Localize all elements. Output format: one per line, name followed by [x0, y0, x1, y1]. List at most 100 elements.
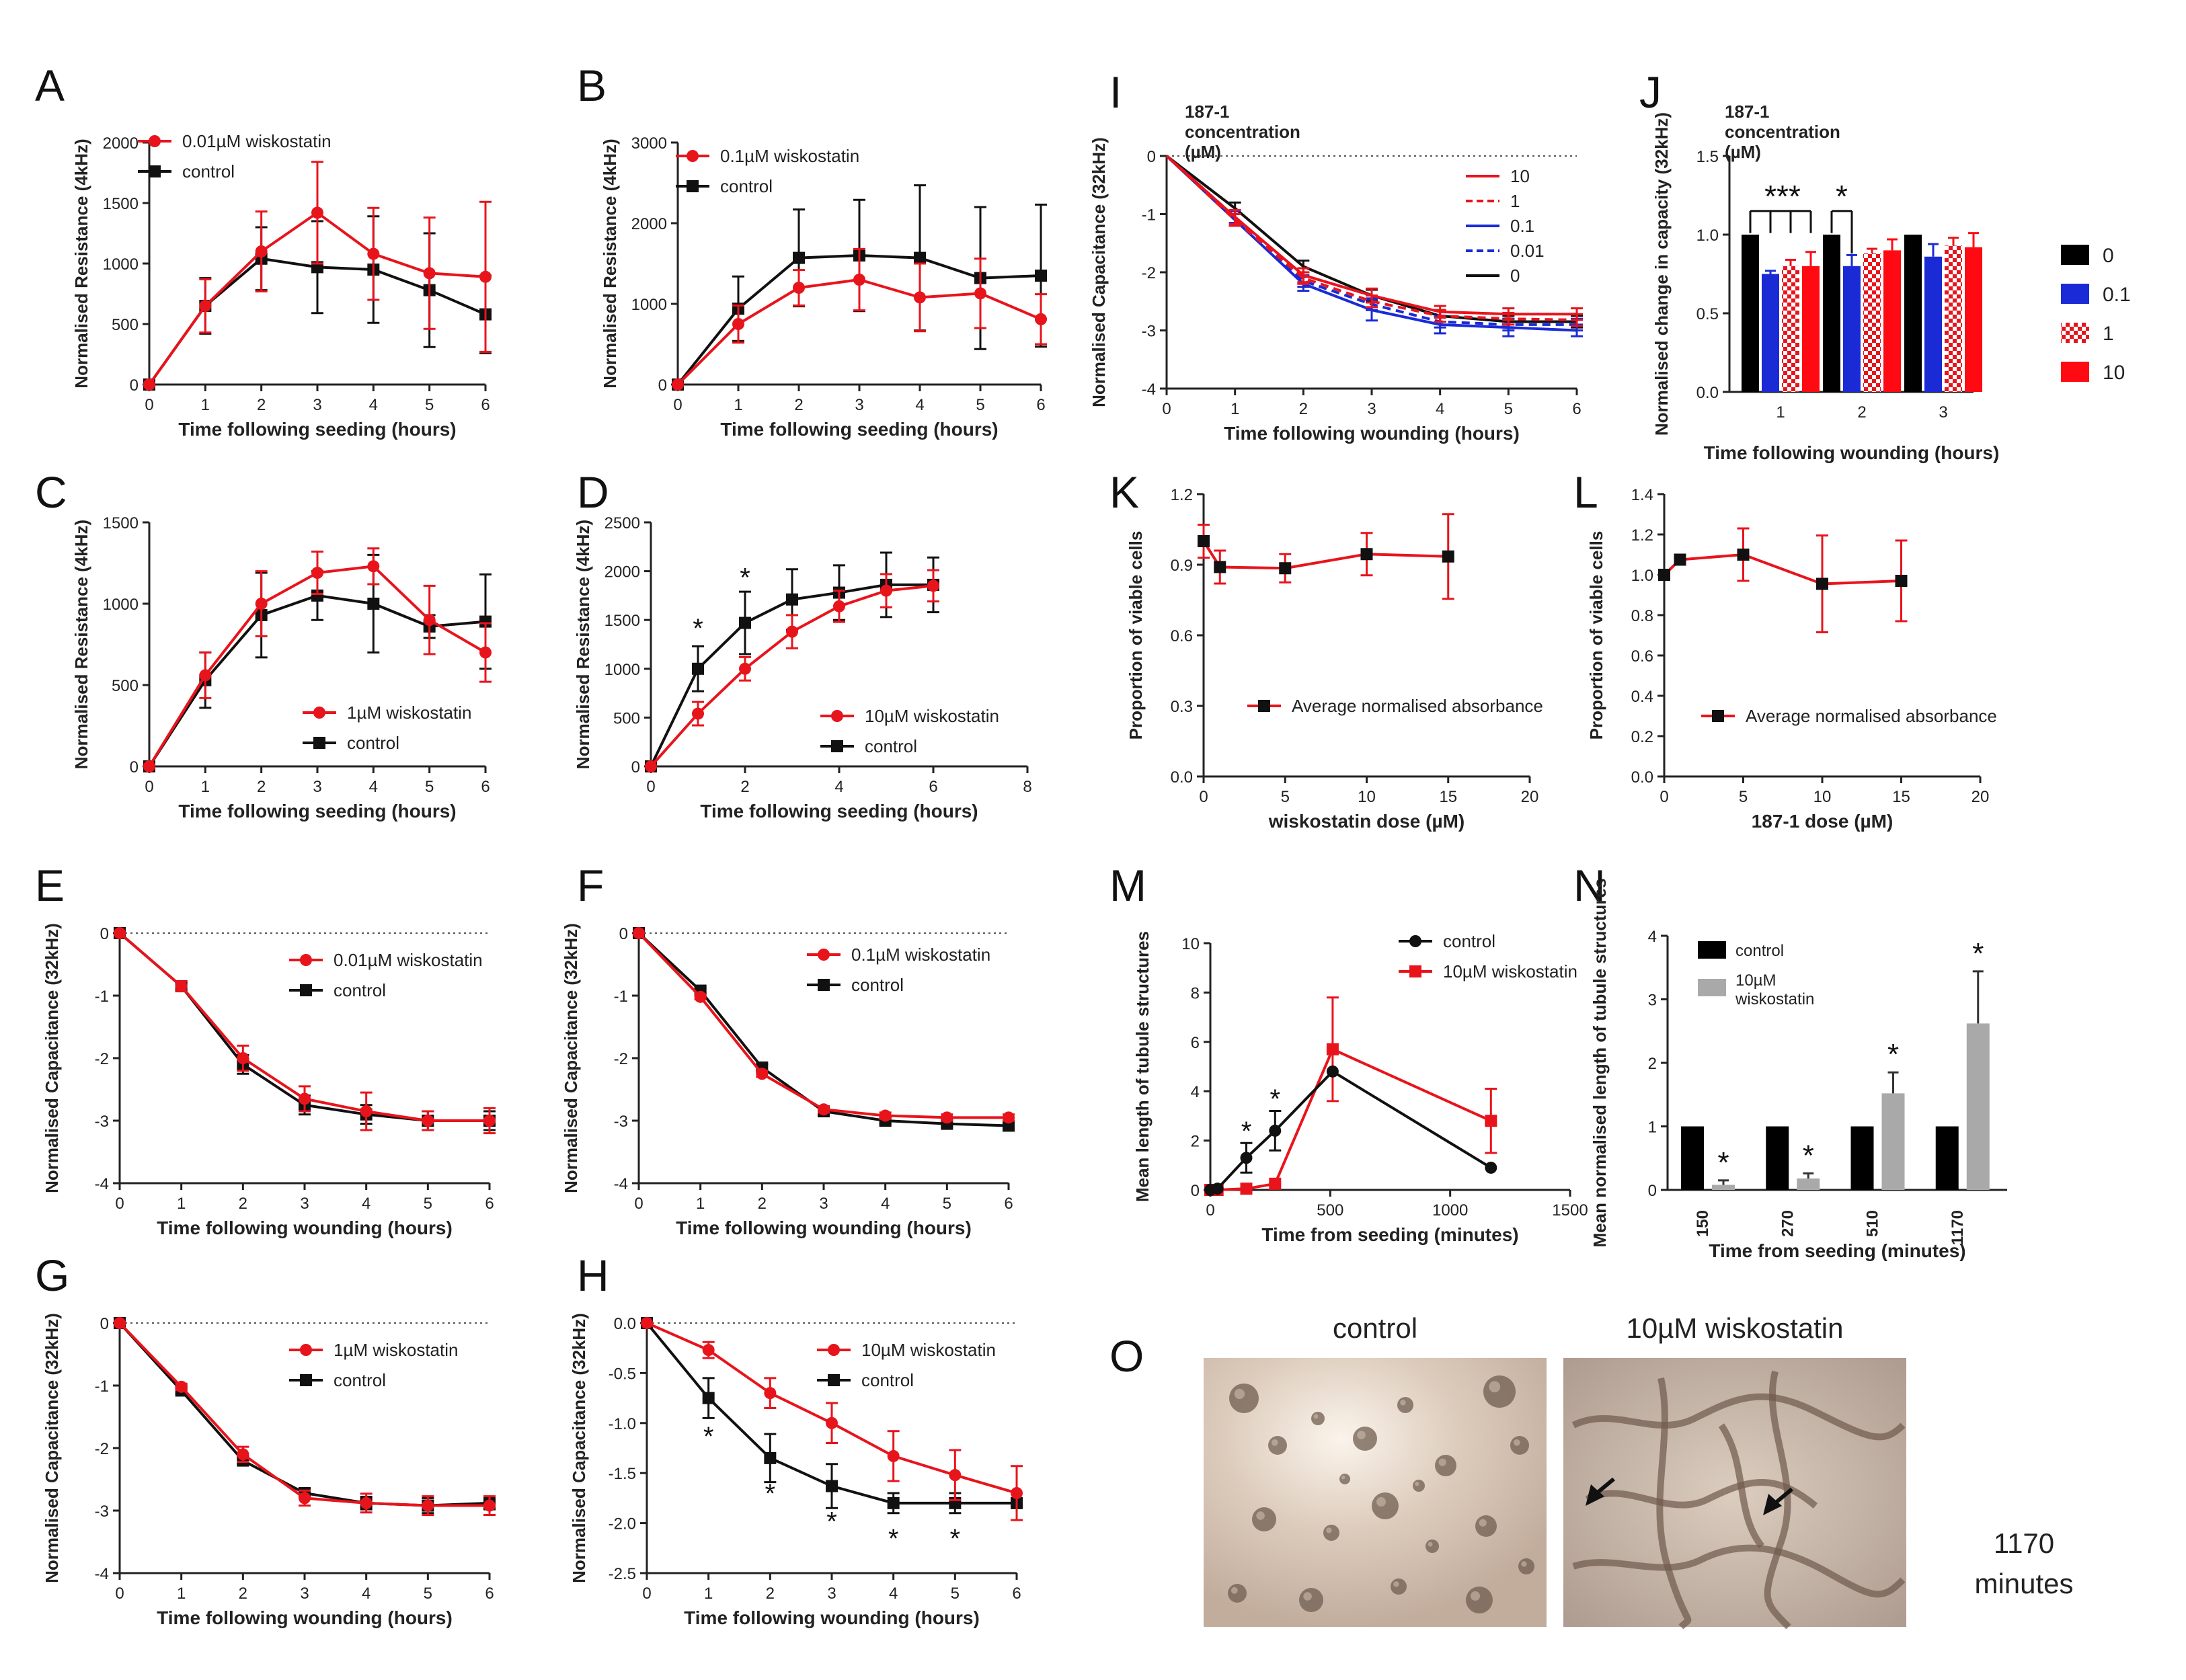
x-tick-label: 5 [976, 396, 984, 414]
data-point [299, 1092, 311, 1105]
tubule-structure [1656, 1377, 1692, 1630]
y-tick-label: 0.2 [1631, 728, 1653, 746]
data-point [692, 662, 704, 675]
legend-label: 0.01µM wiskostatin [334, 950, 483, 970]
x-tick-label: 1170 [1949, 1210, 1967, 1245]
legend-title: 187-1 [1185, 102, 1230, 122]
legend: Average normalised absorbance [1247, 696, 1543, 716]
x-axis-label: Time following wounding (hours) [684, 1607, 980, 1628]
panel-letter: F [577, 861, 604, 910]
legend: 1µM wiskostatin control [303, 703, 471, 753]
legend-label: Average normalised absorbance [1746, 706, 1997, 726]
x-tick-label: 0 [673, 396, 682, 414]
x-tick-label: 5 [425, 396, 434, 414]
legend-swatch [1698, 979, 1726, 996]
significance-star: * [693, 614, 703, 643]
legend-label: control [851, 975, 904, 995]
panel-letter: H [577, 1250, 609, 1300]
axes: -4 -3 -2 -1 0 0 1 2 3 4 5 6 Time following wounding … [561, 923, 1013, 1238]
x-tick-label: 3 [819, 1195, 828, 1213]
legend-swatch [2061, 323, 2089, 343]
x-tick-label: 1 [201, 396, 210, 414]
legend: Average normalised absorbance [1701, 706, 1997, 726]
data-point [949, 1469, 962, 1482]
cell-cluster [1397, 1397, 1413, 1413]
legend-marker [687, 180, 699, 192]
x-tick-label: 2 [794, 396, 803, 414]
legend-title: (µM) [1185, 142, 1221, 162]
legend-marker [1409, 965, 1421, 977]
x-tick-label: 0 [1660, 788, 1668, 806]
y-axis-label: Normalised Capacitance (32kHz) [569, 1313, 589, 1583]
data-point [1674, 553, 1686, 566]
y-axis-label: Normalised Resistance (4kHz) [71, 138, 91, 388]
data-point [1198, 535, 1210, 547]
y-tick-label: -1.5 [609, 1465, 636, 1483]
y-tick-label: 0.9 [1171, 557, 1193, 575]
legend-label: 0.1 [1510, 216, 1534, 236]
legend-label: control [865, 736, 917, 756]
y-tick-label: 0.3 [1171, 698, 1193, 716]
data-point [880, 584, 892, 597]
y-tick-label: 0 [1648, 1182, 1657, 1200]
y-tick-label: -2.0 [609, 1515, 636, 1533]
cell-cluster [1518, 1558, 1534, 1574]
y-tick-label: 8 [1191, 984, 1200, 1002]
y-tick-label: -4 [95, 1175, 109, 1193]
y-tick-label: 4 [1648, 928, 1657, 946]
y-tick-label: 1.0 [1631, 567, 1653, 585]
cell-cluster [1311, 1412, 1325, 1425]
cell-cluster [1466, 1587, 1493, 1613]
x-tick-label: 6 [481, 396, 490, 414]
y-tick-label: 2500 [604, 514, 640, 532]
legend-label: 10µM wiskostatin [865, 706, 999, 726]
x-tick-label: 3 [1367, 400, 1376, 418]
y-tick-label: -3 [95, 1503, 109, 1521]
data-point [1011, 1486, 1023, 1499]
x-tick-label: 6 [485, 1585, 494, 1603]
panel-letter: O [1109, 1331, 1144, 1381]
y-axis-label: Proportion of viable cells [1126, 531, 1146, 740]
y-tick-label: 6 [1191, 1034, 1200, 1052]
data-point [927, 579, 939, 592]
bar [1863, 253, 1881, 392]
axes: 0 2 4 6 8 10 0 500 1000 1500 Time from seeding (mi… [1132, 931, 1588, 1245]
data-point [479, 646, 492, 659]
legend-marker [149, 165, 161, 177]
panel-d: D 0 500 1000 1500 2000 2500 0 2 4 6 8 Time following… [573, 467, 1032, 822]
y-axis-label: Normalised change in capacity (32kHz) [1651, 112, 1672, 436]
legend-label: control [1443, 931, 1495, 951]
x-tick-label: 4 [889, 1585, 898, 1603]
data-point [311, 589, 323, 602]
cell-cluster [1299, 1588, 1323, 1612]
bar [1762, 274, 1779, 392]
legend-title: concentration [1185, 122, 1300, 142]
y-tick-label: 1 [1648, 1119, 1657, 1137]
data-point [887, 1496, 900, 1509]
y-axis-label: Normalised Resistance (4kHz) [600, 138, 620, 388]
x-axis-label: Time following seeding (hours) [700, 801, 978, 822]
panel-l: L 0.0 0.2 0.4 0.6 0.8 1.0 1.2 1.4 0 5 10 15 20 187-1 d… [1573, 467, 1997, 832]
y-tick-label: 0.0 [1631, 768, 1653, 787]
data-point [483, 1499, 496, 1512]
significance-star: * [703, 1422, 714, 1451]
y-tick-label: 0 [1147, 148, 1156, 166]
y-tick-label: 0.5 [1696, 305, 1719, 323]
y-tick-label: 2000 [604, 563, 640, 582]
x-tick-label: 4 [369, 778, 378, 796]
data-point [367, 598, 380, 610]
y-tick-label: 1500 [103, 514, 139, 532]
data-point [826, 1416, 838, 1429]
y-tick-label: 0.6 [1631, 647, 1653, 666]
x-axis-label: Time from seeding (minutes) [1709, 1240, 1965, 1261]
data-point [786, 593, 798, 606]
data-point [633, 927, 645, 939]
y-tick-label: 0 [619, 925, 628, 943]
legend-swatch [2061, 284, 2089, 304]
x-tick-label: 1 [1231, 400, 1239, 418]
series-line [1210, 1070, 1492, 1191]
series-0 [1204, 1065, 1497, 1196]
x-tick-label: 6 [929, 778, 937, 796]
data-point [255, 245, 268, 257]
x-tick-label: 3 [855, 396, 863, 414]
